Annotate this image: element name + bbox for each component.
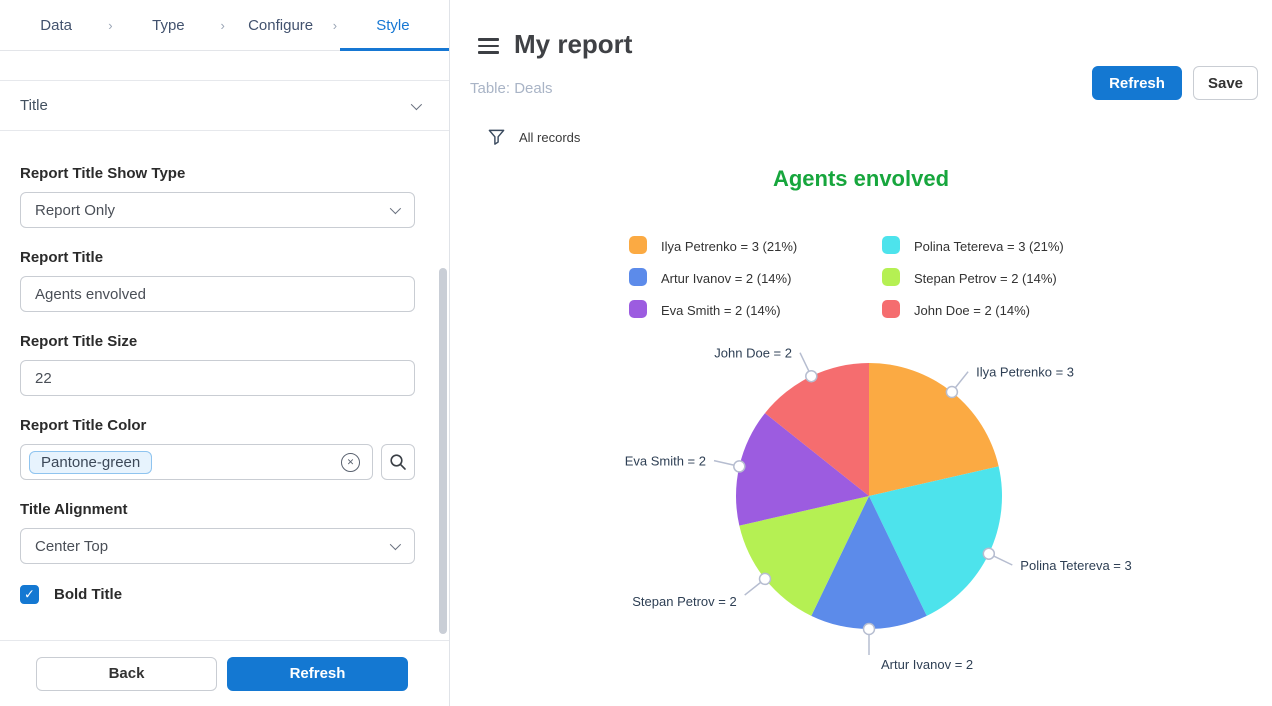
pie-callout-label: Ilya Petrenko = 3 bbox=[976, 365, 1074, 380]
title-size-label: Report Title Size bbox=[20, 333, 138, 350]
filter-label: All records bbox=[519, 130, 581, 145]
title-alignment-select[interactable]: Center Top bbox=[20, 528, 415, 564]
legend-swatch bbox=[882, 268, 900, 286]
legend-label: John Doe = 2 (14%) bbox=[914, 303, 1030, 318]
menu-icon[interactable] bbox=[478, 38, 499, 58]
legend-item[interactable]: Eva Smith = 2 (14%) bbox=[629, 300, 882, 318]
title-section-header[interactable]: Title bbox=[0, 80, 449, 131]
color-search-button[interactable] bbox=[381, 444, 415, 480]
legend-item[interactable]: Artur Ivanov = 2 (14%) bbox=[629, 268, 882, 286]
breadcrumb: Data › Type › Configure › Style bbox=[0, 0, 449, 51]
section-title: Title bbox=[20, 97, 48, 114]
pie-slice[interactable] bbox=[869, 466, 1003, 616]
filter-icon bbox=[488, 129, 505, 145]
report-preview-panel: My report Table: Deals Refresh Save All … bbox=[450, 0, 1272, 706]
chevron-down-icon bbox=[389, 202, 402, 215]
legend-label: Artur Ivanov = 2 (14%) bbox=[661, 271, 792, 286]
show-type-value: Report Only bbox=[35, 201, 116, 219]
legend-label: Eva Smith = 2 (14%) bbox=[661, 303, 781, 318]
breadcrumb-step-configure[interactable]: Configure bbox=[248, 16, 314, 34]
pie-callout-label: Stepan Petrov = 2 bbox=[632, 594, 736, 609]
pie-callout-label: Artur Ivanov = 2 bbox=[881, 657, 973, 672]
legend-swatch bbox=[882, 236, 900, 254]
search-icon bbox=[390, 454, 406, 470]
callout-marker bbox=[758, 572, 772, 586]
legend-item[interactable]: Stepan Petrov = 2 (14%) bbox=[882, 268, 1092, 286]
show-type-select[interactable]: Report Only bbox=[20, 192, 415, 228]
pie-slice[interactable] bbox=[811, 496, 927, 630]
chart-legend: Ilya Petrenko = 3 (21%) Polina Tetereva =… bbox=[629, 236, 1092, 318]
pie-callout-label: Eva Smith = 2 bbox=[625, 454, 706, 469]
callout-marker bbox=[862, 622, 876, 636]
chevron-down-icon bbox=[410, 98, 423, 110]
legend-label: Stepan Petrov = 2 (14%) bbox=[914, 271, 1057, 286]
report-refresh-button[interactable]: Refresh bbox=[1092, 66, 1182, 100]
check-icon: ✓ bbox=[24, 586, 35, 602]
pie-slice[interactable] bbox=[869, 363, 999, 496]
report-title-input[interactable] bbox=[20, 276, 415, 312]
pie-slice[interactable] bbox=[739, 496, 869, 616]
bold-title-label: Bold Title bbox=[54, 586, 123, 603]
panel-footer: Back Refresh bbox=[0, 640, 449, 706]
chevron-down-icon bbox=[389, 538, 402, 551]
legend-swatch bbox=[882, 300, 900, 318]
pie-callout-label: Polina Tetereva = 3 bbox=[1020, 558, 1131, 573]
color-value-chip[interactable]: Pantone-green bbox=[29, 450, 153, 474]
show-type-label: Report Title Show Type bbox=[20, 165, 186, 182]
legend-item[interactable]: Ilya Petrenko = 3 (21%) bbox=[629, 236, 882, 254]
legend-item[interactable]: Polina Tetereva = 3 (21%) bbox=[882, 236, 1092, 254]
active-tab-underline bbox=[340, 48, 449, 51]
breadcrumb-step-data[interactable]: Data bbox=[40, 16, 72, 34]
legend-label: Ilya Petrenko = 3 (21%) bbox=[661, 239, 798, 254]
panel-scrollbar[interactable] bbox=[439, 268, 447, 634]
records-filter[interactable]: All records bbox=[487, 128, 580, 147]
report-title-label: Report Title bbox=[20, 249, 104, 266]
title-settings-form: Report Title Show Type Report Only Repor… bbox=[0, 165, 449, 604]
pie-slice[interactable] bbox=[735, 413, 869, 526]
title-size-input[interactable] bbox=[20, 360, 415, 396]
callout-marker bbox=[982, 547, 996, 560]
pie-slice[interactable] bbox=[765, 363, 869, 496]
legend-label: Polina Tetereva = 3 (21%) bbox=[914, 239, 1064, 254]
title-alignment-value: Center Top bbox=[35, 537, 109, 555]
style-settings-panel: Data › Type › Configure › Style Title Re… bbox=[0, 0, 450, 706]
back-button[interactable]: Back bbox=[36, 656, 217, 691]
report-save-button[interactable]: Save bbox=[1193, 66, 1258, 100]
callout-marker bbox=[945, 385, 959, 399]
pie-chart: Ilya Petrenko = 3 Polina Tetereva = 3 Artu… bbox=[625, 346, 1132, 672]
bold-title-checkbox[interactable]: ✓ bbox=[20, 585, 39, 604]
breadcrumb-step-style[interactable]: Style bbox=[376, 16, 410, 34]
title-color-field[interactable]: Pantone-green ✕ bbox=[20, 444, 373, 480]
breadcrumb-step-type[interactable]: Type bbox=[152, 16, 185, 34]
report-name: My report bbox=[514, 29, 633, 59]
callout-marker bbox=[733, 460, 746, 473]
panel-refresh-button[interactable]: Refresh bbox=[227, 656, 408, 691]
chart-title: Agents envolved bbox=[772, 166, 950, 191]
clear-icon[interactable]: ✕ bbox=[341, 452, 360, 472]
table-source-label: Table: Deals bbox=[470, 80, 553, 97]
pie-callout-label: John Doe = 2 bbox=[714, 346, 792, 361]
title-alignment-label: Title Alignment bbox=[20, 501, 128, 518]
callout-marker bbox=[805, 369, 818, 383]
legend-swatch bbox=[629, 236, 647, 254]
title-color-label: Report Title Color bbox=[20, 417, 147, 434]
legend-swatch bbox=[629, 268, 647, 286]
legend-item[interactable]: John Doe = 2 (14%) bbox=[882, 300, 1092, 318]
legend-swatch bbox=[629, 300, 647, 318]
